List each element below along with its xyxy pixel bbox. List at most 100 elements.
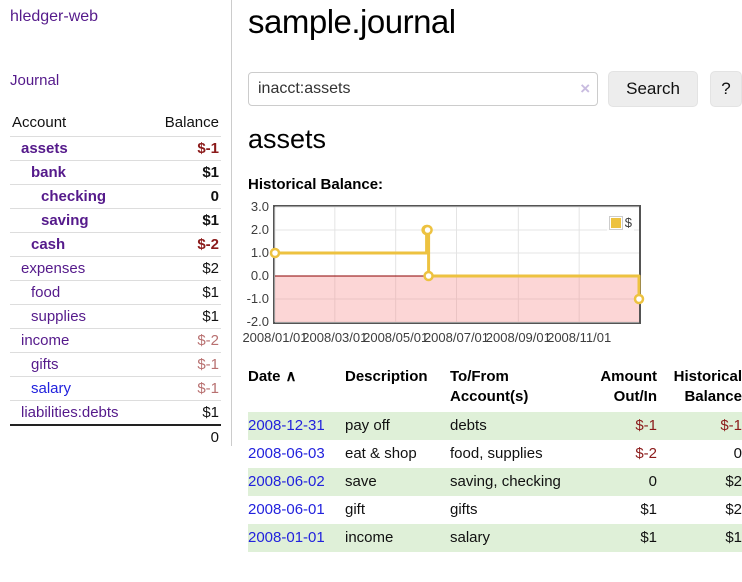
transaction-date-link[interactable]: 2008-06-03 [248, 445, 325, 462]
cell-description: income [345, 529, 394, 546]
account-row: saving $1 [10, 208, 221, 232]
sidebar-account-link-saving[interactable]: saving [41, 212, 89, 229]
cell-date: 2008-06-01 [248, 496, 345, 524]
account-row: assets $-1 [10, 136, 221, 160]
legend-series-label: $ [624, 215, 632, 230]
chart-plot-area: $ [269, 205, 645, 324]
account-balance: $1 [202, 404, 219, 421]
column-header-description: Description [345, 368, 428, 385]
data-point-marker [633, 293, 645, 305]
page-title: sample.journal [248, 3, 456, 40]
sidebar-account-link-expenses[interactable]: expenses [21, 260, 86, 277]
brand-link[interactable]: hledger-web [10, 8, 99, 25]
accounts-total-value: 0 [210, 429, 219, 446]
register-row: 2008-12-31 pay off debts $-1 $-1 [248, 412, 742, 440]
transaction-date-link[interactable]: 2008-01-01 [248, 529, 325, 546]
cell-amount: $-2 [635, 445, 657, 462]
sidebar-account-link-cash[interactable]: cash [31, 236, 66, 253]
account-row: checking 0 [10, 184, 221, 208]
sidebar-account-link-assets[interactable]: assets [21, 140, 68, 157]
cell-balance: $1 [725, 529, 742, 546]
data-point-marker [422, 224, 433, 236]
cell-balance: $-1 [720, 417, 742, 434]
transaction-date-link[interactable]: 2008-06-02 [248, 473, 325, 490]
sidebar-account-link-supplies[interactable]: supplies [31, 308, 87, 325]
x-axis-tick: 2008/07/01 [423, 330, 490, 345]
accounts-header-balance: Balance [164, 114, 219, 131]
sidebar-account-link-checking[interactable]: checking [41, 188, 107, 205]
cell-accounts: salary [450, 529, 491, 546]
y-axis-tick: 2.0 [250, 222, 269, 237]
y-axis-tick: 0.0 [250, 268, 269, 283]
sidebar-item-journal[interactable]: Journal [10, 72, 60, 89]
main-content: sample.journal × Search ? assets Histori… [242, 0, 742, 552]
account-row: salary $-1 [10, 376, 221, 400]
cell-description: pay off [345, 417, 390, 434]
register-row: 2008-06-02 save saving, checking 0 $2 [248, 468, 742, 496]
cell-description: gift [345, 501, 366, 518]
cell-amount: $1 [640, 529, 657, 546]
data-point-marker [423, 270, 434, 282]
account-row: cash $-2 [10, 232, 221, 256]
cell-amount: $-1 [635, 417, 657, 434]
transaction-date-link[interactable]: 2008-12-31 [248, 417, 325, 434]
x-axis-tick: 2008/03/01 [302, 330, 368, 345]
accounts-table-header: Account Balance [10, 110, 221, 136]
x-axis-tick: 2008/11/01 [547, 330, 612, 345]
cell-accounts: food, supplies [450, 445, 543, 462]
account-balance: $1 [202, 284, 219, 301]
register-row: 2008-06-03 eat & shop food, supplies $-2 0 [248, 440, 742, 468]
account-balance: $-1 [197, 380, 219, 397]
account-row: bank $1 [10, 160, 221, 184]
account-balance: $-2 [197, 332, 219, 349]
account-balance: $1 [202, 308, 219, 325]
legend-color-swatch [608, 215, 623, 230]
search-input[interactable] [248, 72, 599, 106]
cell-description: save [345, 473, 377, 490]
cell-accounts: gifts [450, 501, 478, 518]
cell-balance: $2 [725, 501, 742, 518]
account-balance: $-1 [197, 140, 219, 157]
cell-accounts: saving, checking [450, 473, 561, 490]
register-row: 2008-06-01 gift gifts $1 $2 [248, 496, 742, 524]
legend-swatch-fill [610, 217, 621, 228]
column-header-amount: Amount Out/In [600, 368, 657, 405]
sidebar-accounts-rows: assets $-1 bank $1 checking 0 saving $1 cash $-2 e… [10, 136, 221, 424]
account-row: gifts $-1 [10, 352, 221, 376]
cell-amount: 0 [648, 473, 657, 490]
cell-amount: $1 [640, 501, 657, 518]
chart-title: Historical Balance: [248, 176, 384, 193]
cell-description: eat & shop [345, 445, 417, 462]
sidebar-account-link-salary[interactable]: salary [31, 380, 72, 397]
search-input-wrap: × [248, 72, 599, 106]
sidebar-account-link-bank[interactable]: bank [31, 164, 67, 181]
y-axis-tick: 3.0 [250, 199, 269, 214]
column-header-date[interactable]: Date ∧ [248, 365, 345, 412]
data-point-marker [269, 247, 281, 259]
accounts-header-account: Account [12, 114, 67, 131]
account-row: food $1 [10, 280, 221, 304]
cell-date: 2008-06-03 [248, 440, 345, 468]
accounts-table: Account Balance assets $-1 bank $1 checking 0… [10, 110, 221, 449]
x-axis-tick: 2008/05/01 [363, 330, 429, 345]
search-form: × Search ? [248, 71, 742, 107]
account-row: liabilities:debts $1 [10, 400, 221, 424]
sidebar-account-link-gifts[interactable]: gifts [31, 356, 59, 373]
chart-svg [269, 206, 645, 323]
search-button[interactable]: Search [608, 71, 699, 107]
clear-search-icon[interactable]: × [580, 79, 591, 98]
sidebar-account-link-income[interactable]: income [21, 332, 70, 349]
help-button[interactable]: ? [710, 71, 742, 107]
account-balance: $-2 [197, 236, 219, 253]
sidebar-account-link-food[interactable]: food [31, 284, 61, 301]
chart-legend: $ [606, 214, 634, 231]
column-header-accounts: To/From Account(s) [450, 368, 529, 405]
account-row: supplies $1 [10, 304, 221, 328]
transaction-date-link[interactable]: 2008-06-01 [248, 501, 325, 518]
y-axis-tick: 1.0 [250, 245, 269, 260]
cell-balance: 0 [733, 445, 742, 462]
sidebar-account-link-liabilities-debts[interactable]: liabilities:debts [21, 404, 119, 421]
register-table: Date ∧ Description To/From Account(s) Amo… [248, 365, 742, 552]
cell-date: 2008-06-02 [248, 468, 345, 496]
